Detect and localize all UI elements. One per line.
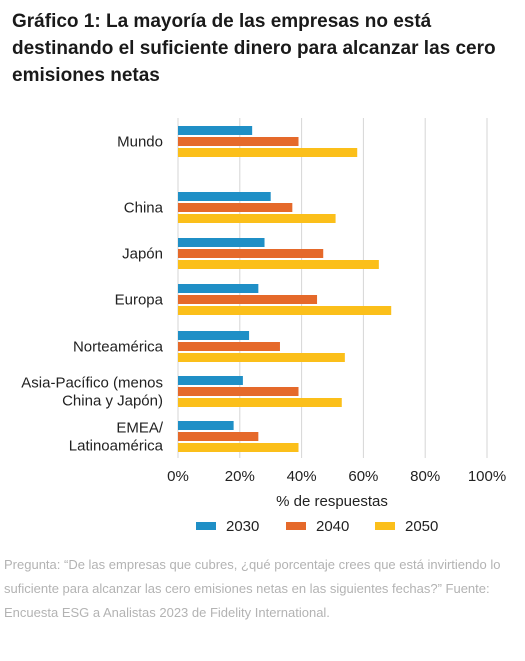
legend-swatch-2050: [375, 522, 395, 530]
bar-2050: [178, 398, 342, 407]
bar-2030: [178, 192, 271, 201]
legend-label-2050: 2050: [405, 518, 438, 535]
category-labels: Mundo China Japón Europa Norteamérica Asia-Pa…: [21, 134, 164, 455]
bar-2030: [178, 421, 234, 430]
bar-2050: [178, 306, 392, 315]
bar-2040: [178, 203, 293, 212]
bar-2040: [178, 342, 280, 351]
x-tick-label: 40%: [287, 468, 317, 485]
bar-2030: [178, 376, 243, 385]
x-tick-label: 80%: [410, 468, 440, 485]
x-tick-label: 0%: [167, 468, 189, 485]
legend-label-2040: 2040: [316, 518, 349, 535]
bars: [178, 126, 392, 452]
bar-2050: [178, 353, 345, 362]
bar-2040: [178, 137, 299, 146]
legend-swatch-2040: [286, 522, 306, 530]
bar-2040: [178, 387, 299, 396]
legend-label-2030: 2030: [226, 518, 259, 535]
category-label: Europa: [115, 292, 164, 309]
bar-2050: [178, 260, 379, 269]
category-label: EMEA/Latinoamérica: [69, 420, 164, 455]
bar-2030: [178, 238, 265, 247]
bar-2050: [178, 443, 299, 452]
x-tick-label: 100%: [468, 468, 506, 485]
x-axis-title: % de respuestas: [276, 493, 388, 510]
bar-2030: [178, 331, 250, 340]
bar-2030: [178, 284, 259, 293]
category-label: Mundo: [117, 134, 163, 151]
footnote: Pregunta: “De las empresas que cubres, ¿…: [4, 557, 501, 620]
bar-chart: Mundo China Japón Europa Norteamérica Asia-Pa…: [21, 118, 506, 535]
bar-2050: [178, 214, 336, 223]
bar-2040: [178, 432, 259, 441]
category-label: China: [124, 200, 164, 217]
legend-swatch-2030: [196, 522, 216, 530]
category-label: Japón: [122, 246, 163, 263]
x-tick-label: 60%: [348, 468, 378, 485]
x-tick-label: 20%: [225, 468, 255, 485]
bar-2040: [178, 249, 324, 258]
category-label: Asia-Pacífico (menos China y Japón): [21, 375, 163, 410]
bar-2030: [178, 126, 253, 135]
category-label: Norteamérica: [73, 339, 164, 356]
bar-2040: [178, 295, 318, 304]
chart-title: Gráfico 1: La mayoría de las empresas no…: [12, 11, 496, 86]
x-tick-labels: 0% 20% 40% 60% 80% 100%: [167, 468, 506, 485]
legend: 2030 2040 2050: [196, 518, 438, 535]
bar-2050: [178, 148, 358, 157]
